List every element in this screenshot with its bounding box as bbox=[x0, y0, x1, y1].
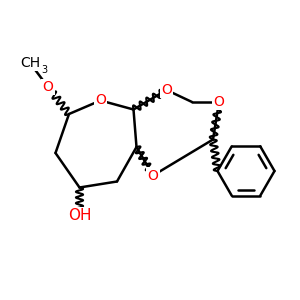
Text: O: O bbox=[95, 94, 106, 107]
Text: CH: CH bbox=[20, 56, 40, 70]
Text: O: O bbox=[214, 95, 224, 109]
Text: O: O bbox=[43, 80, 53, 94]
Text: OH: OH bbox=[68, 208, 91, 224]
Text: O: O bbox=[161, 83, 172, 97]
Text: 3: 3 bbox=[41, 64, 47, 75]
Text: O: O bbox=[148, 169, 158, 182]
